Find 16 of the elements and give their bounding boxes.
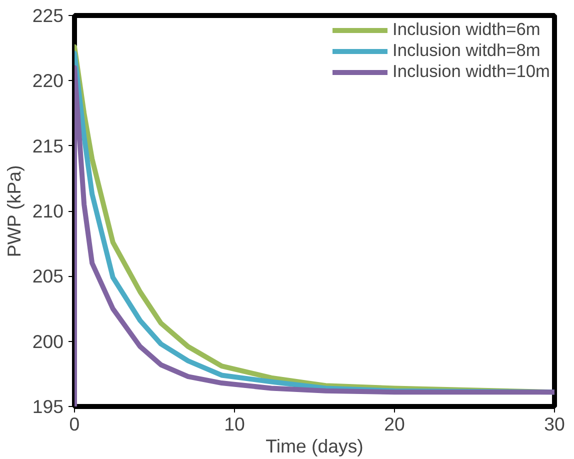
- x-tick-label: 20: [384, 414, 405, 434]
- x-tick-label: 30: [544, 414, 565, 434]
- y-tick-label: 225: [32, 5, 64, 26]
- y-tick-label: 210: [32, 200, 64, 222]
- x-tick-label: 10: [224, 414, 245, 434]
- legend-label: Inclusion witdh=8m: [392, 40, 540, 61]
- y-tick-label: 220: [32, 70, 64, 92]
- y-tick-label: 215: [32, 135, 64, 156]
- x-axis-title: Time (days): [266, 436, 364, 456]
- y-axis-title: PWP (kPa): [3, 165, 24, 258]
- x-tick-label: 0: [69, 414, 80, 434]
- y-tick-label: 195: [32, 396, 64, 417]
- legend-label: Inclusion width=6m: [392, 19, 540, 40]
- y-tick-label: 205: [32, 266, 64, 287]
- legend-label: Inclusion width=10m: [392, 61, 550, 82]
- y-tick-label: 200: [32, 330, 64, 352]
